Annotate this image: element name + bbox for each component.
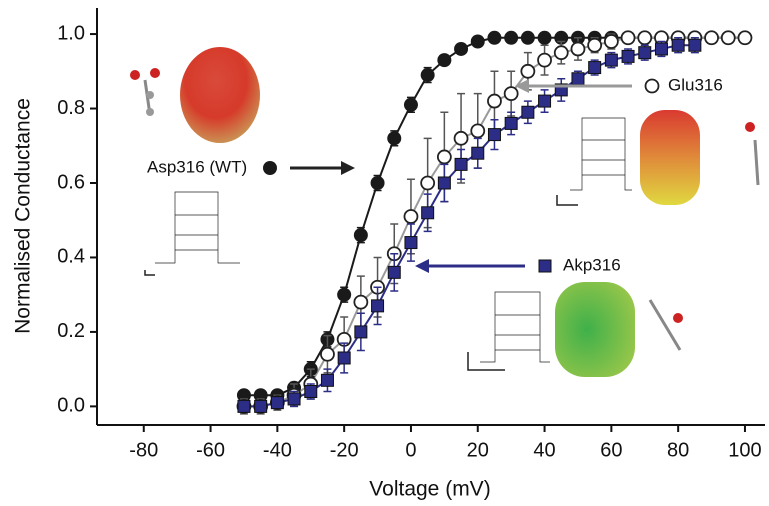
- data-point: [571, 72, 585, 86]
- data-point: [436, 149, 452, 165]
- x-tick-label: 80: [667, 439, 689, 461]
- data-point: [370, 175, 385, 190]
- arrow-head: [515, 79, 529, 93]
- data-point: [521, 105, 535, 119]
- data-point: [371, 299, 385, 313]
- data-point: [620, 30, 636, 46]
- legend-label: Asp316 (WT): [147, 157, 247, 176]
- data-point: [504, 30, 519, 45]
- data-point: [487, 93, 502, 109]
- data-point: [503, 86, 519, 102]
- x-tick-label: 60: [600, 439, 622, 461]
- molecule-glu: [640, 110, 760, 205]
- data-point: [403, 209, 419, 224]
- y-tick-label: 0.0: [57, 395, 85, 417]
- y-tick-label: 0.6: [57, 171, 85, 193]
- data-point: [421, 206, 435, 220]
- data-point: [320, 346, 335, 362]
- data-point: [287, 392, 301, 406]
- arrow-head: [415, 259, 429, 273]
- data-point: [537, 30, 552, 45]
- data-point: [387, 131, 402, 146]
- legend-label: Akp316: [563, 255, 621, 274]
- data-point: [537, 52, 552, 68]
- data-point: [704, 30, 719, 46]
- data-point: [337, 351, 351, 365]
- molecule-asp: [130, 47, 260, 143]
- data-point: [320, 373, 334, 387]
- data-point: [720, 30, 736, 46]
- data-point: [420, 175, 436, 191]
- data-point: [237, 399, 251, 413]
- data-point: [637, 30, 653, 46]
- arrow-head: [341, 161, 355, 175]
- data-point: [270, 396, 284, 410]
- y-tick-label: 0.4: [57, 246, 85, 268]
- x-tick-label: -40: [263, 439, 292, 461]
- data-point: [638, 46, 652, 60]
- data-point: [437, 53, 452, 68]
- y-tick-label: 0.2: [57, 320, 85, 342]
- x-axis-title: Voltage (mV): [369, 478, 490, 501]
- data-point: [454, 41, 469, 56]
- data-point: [621, 49, 635, 63]
- data-point: [404, 236, 418, 250]
- y-tick-label: 1.0: [57, 22, 85, 44]
- data-point: [603, 34, 619, 49]
- data-point: [688, 38, 702, 52]
- legend-label: Glu316: [668, 75, 723, 94]
- current-traces: [144, 117, 632, 371]
- data-point: [337, 287, 352, 302]
- data-point: [454, 157, 468, 171]
- data-point: [504, 116, 518, 130]
- data-point: [737, 30, 753, 46]
- data-point: [453, 130, 469, 146]
- data-point: [353, 294, 369, 310]
- data-point: [403, 97, 418, 112]
- x-tick-label: -80: [129, 439, 158, 461]
- data-point: [588, 61, 602, 75]
- data-point: [570, 41, 586, 57]
- data-point: [520, 30, 535, 45]
- data-point: [387, 265, 401, 279]
- data-point: [420, 68, 435, 83]
- data-point: [654, 42, 668, 56]
- x-tick-label: 20: [467, 439, 489, 461]
- legend-marker: [644, 78, 660, 94]
- data-point: [353, 228, 368, 243]
- data-point: [470, 34, 485, 49]
- data-point: [254, 399, 268, 413]
- data-point: [470, 123, 486, 139]
- y-tick-label: 0.8: [57, 97, 85, 119]
- y-axis-title: Normalised Conductance: [12, 98, 35, 334]
- data-point: [587, 37, 603, 53]
- data-point: [487, 128, 501, 142]
- data-point: [553, 45, 569, 61]
- legend-marker: [538, 259, 552, 273]
- data-point: [437, 176, 451, 190]
- molecule-akp: [555, 282, 683, 377]
- data-point: [671, 38, 685, 52]
- data-point: [520, 63, 536, 79]
- data-point: [487, 30, 502, 45]
- data-point: [471, 146, 485, 160]
- x-tick-label: -60: [196, 439, 225, 461]
- fit-curve: [243, 44, 695, 408]
- data-point: [304, 384, 318, 398]
- x-tick-label: -20: [330, 439, 359, 461]
- x-tick-label: 0: [405, 439, 416, 461]
- data-point: [604, 53, 618, 67]
- data-point: [354, 325, 368, 339]
- legend-marker: [263, 161, 277, 175]
- data-point: [538, 94, 552, 108]
- x-tick-label: 40: [533, 439, 555, 461]
- x-tick-label: 100: [728, 439, 761, 461]
